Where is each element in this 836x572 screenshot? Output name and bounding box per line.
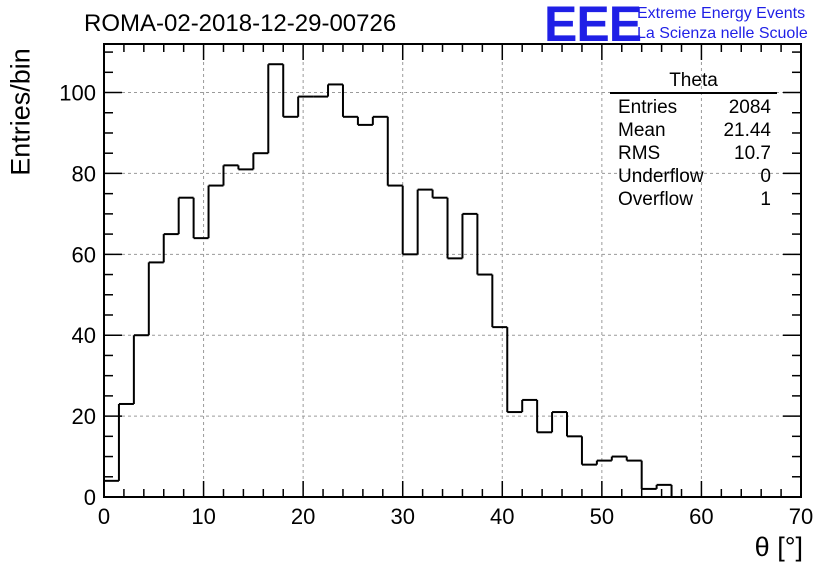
y-tick-label: 0 <box>84 485 96 510</box>
eee-logo: EEE <box>544 0 642 52</box>
stats-value: 0 <box>760 166 771 187</box>
plot-title: ROMA-02-2018-12-29-00726 <box>84 10 397 37</box>
x-axis-label: θ [°] <box>754 532 803 562</box>
stats-row-overflow: Overflow 1 <box>610 188 777 211</box>
y-tick-label: 100 <box>59 81 96 106</box>
stats-row-mean: Mean 21.44 <box>610 119 777 142</box>
x-tick-label: 10 <box>191 504 215 529</box>
stats-value: 1 <box>760 189 771 210</box>
stats-value: 21.44 <box>723 120 771 141</box>
x-tick-label: 50 <box>590 504 614 529</box>
y-tick-label: 80 <box>72 161 96 186</box>
stats-row-underflow: Underflow 0 <box>610 165 777 188</box>
stats-label: Entries <box>618 97 678 118</box>
stats-row-rms: RMS 10.7 <box>610 142 777 165</box>
stats-row-entries: Entries 2084 <box>610 96 777 119</box>
stats-label: Mean <box>618 120 666 141</box>
stats-value: 2084 <box>728 97 771 118</box>
x-tick-label: 70 <box>789 504 813 529</box>
plot-frame <box>103 43 802 498</box>
grid <box>104 44 801 497</box>
y-tick-label: 20 <box>72 404 96 429</box>
y-tick-label: 60 <box>72 242 96 267</box>
x-tick-label: 0 <box>98 504 110 529</box>
stats-value: 10.7 <box>734 143 771 164</box>
x-tick-label: 20 <box>291 504 315 529</box>
y-tick-label: 40 <box>72 323 96 348</box>
stats-label: Overflow <box>618 189 693 210</box>
x-tick-label: 30 <box>390 504 414 529</box>
stats-label: RMS <box>618 143 661 164</box>
stats-box: Theta Entries 2084 Mean 21.44 RMS 10.7 U… <box>610 70 777 211</box>
x-tick-label: 60 <box>689 504 713 529</box>
logo-line-1: Extreme Energy Events <box>637 5 806 22</box>
x-tick-label: 40 <box>490 504 514 529</box>
histogram <box>103 63 792 498</box>
stats-title: Theta <box>610 70 777 94</box>
stats-label: Underflow <box>618 166 704 187</box>
axis-ticks <box>103 44 802 498</box>
y-axis-label: Entries/bin <box>5 48 36 176</box>
logo-line-2: La Scienza nelle Scuole <box>637 25 808 42</box>
